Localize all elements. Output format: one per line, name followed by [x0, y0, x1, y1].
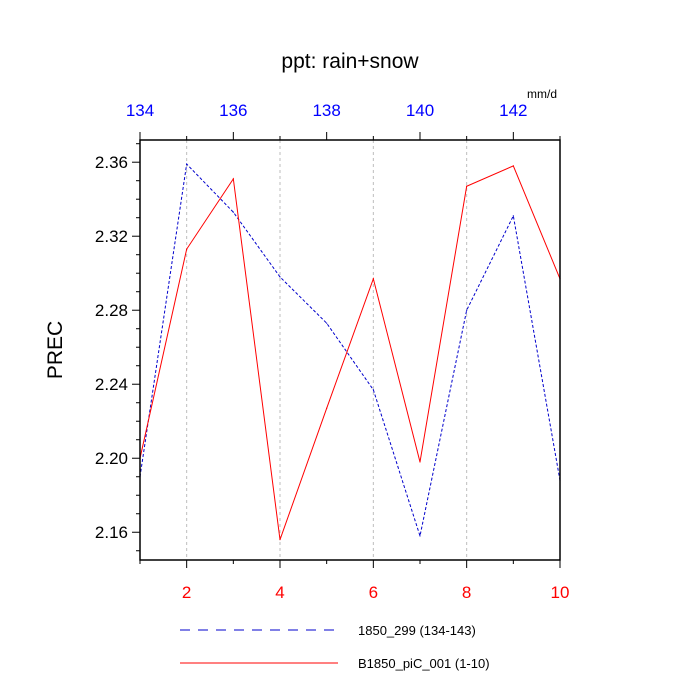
- data-point-b1850-pic-001-1-10-5: [326, 407, 328, 409]
- x-bottom-tick-label-4: 4: [275, 583, 284, 602]
- x-top-tick-label-138: 138: [312, 101, 340, 120]
- y-tick-label-2-32: 2.32: [95, 227, 128, 246]
- y-axis-label: PREC: [44, 321, 67, 379]
- legend-label-b1850-pic-001: B1850_piC_001 (1-10): [358, 656, 490, 671]
- chart-title: ppt: rain+snow: [281, 50, 419, 73]
- data-point-1850-299-134-143-140: [419, 535, 421, 537]
- x-bottom-tick-label-2: 2: [182, 583, 191, 602]
- series-line-b1850-pic-001-1-10: [139, 165, 561, 540]
- x-bottom-tick-label-10: 10: [551, 583, 570, 602]
- data-point-1850-299-134-143-135: [186, 163, 188, 165]
- plot-frame: [139, 139, 561, 561]
- data-point-b1850-pic-001-1-10-2: [186, 248, 188, 250]
- x-top-tick-label-134: 134: [126, 101, 154, 120]
- series-lines: [139, 162, 561, 541]
- y-tick-label-2-24: 2.24: [95, 375, 128, 394]
- legend: 1850_299 (134-143) B1850_piC_001 (1-10): [180, 623, 490, 671]
- grid-lines: [186, 140, 468, 560]
- data-point-1850-299-134-143-139: [372, 389, 374, 391]
- x-bottom-tick-label-6: 6: [369, 583, 378, 602]
- y-tick-label-2-16: 2.16: [95, 523, 128, 542]
- data-point-b1850-pic-001-1-10-4: [279, 539, 281, 541]
- data-point-1850-299-134-143-138: [326, 322, 328, 324]
- x-top-tick-label-140: 140: [406, 101, 434, 120]
- axes: 2 4 6 8 10 134 136 138 140 142 2.16 2.20 2.24 2.28 2.3…: [95, 101, 570, 602]
- y-tick-label-2-36: 2.36: [95, 153, 128, 172]
- data-point-b1850-pic-001-1-10-7: [419, 461, 421, 463]
- y-tick-label-2-20: 2.20: [95, 449, 128, 468]
- data-point-1850-299-134-143-142: [512, 215, 514, 217]
- data-point-b1850-pic-001-1-10-9: [512, 165, 514, 167]
- data-point-b1850-pic-001-1-10-3: [232, 178, 234, 180]
- data-point-b1850-pic-001-1-10-8: [466, 185, 468, 187]
- x-top-tick-label-142: 142: [499, 101, 527, 120]
- data-point-1850-299-134-143-137: [279, 276, 281, 278]
- x-top-tick-label-136: 136: [219, 101, 247, 120]
- units-label: mm/d: [527, 87, 557, 101]
- data-point-b1850-pic-001-1-10-6: [372, 278, 374, 280]
- legend-label-1850-299: 1850_299 (134-143): [358, 623, 476, 638]
- x-bottom-tick-label-8: 8: [462, 583, 471, 602]
- y-tick-label-2-28: 2.28: [95, 301, 128, 320]
- series-line-1850-299-134-143: [139, 162, 561, 538]
- data-point-1850-299-134-143-141: [466, 309, 468, 311]
- data-point-1850-299-134-143-136: [232, 211, 234, 213]
